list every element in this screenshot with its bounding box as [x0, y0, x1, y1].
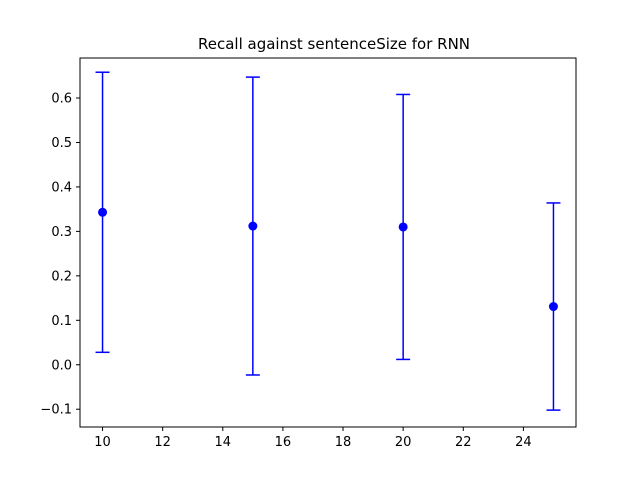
- x-tick-label: 24: [515, 435, 532, 450]
- y-tick-label: 0.0: [51, 358, 72, 373]
- y-tick-label: 0.1: [51, 314, 72, 329]
- x-tick-label: 18: [335, 435, 352, 450]
- x-tick-label: 10: [94, 435, 111, 450]
- x-tick-label: 16: [275, 435, 292, 450]
- chart-title: Recall against sentenceSize for RNN: [198, 35, 470, 53]
- x-tick-label: 14: [215, 435, 232, 450]
- y-tick-label: 0.5: [51, 136, 72, 151]
- y-tick-label: 0.6: [51, 92, 72, 107]
- y-tick-label: 0.3: [51, 225, 72, 240]
- y-tick-label: 0.4: [51, 180, 72, 195]
- data-point: [98, 207, 108, 217]
- data-point: [248, 221, 258, 231]
- x-tick-label: 22: [455, 435, 472, 450]
- x-tick-label: 12: [154, 435, 171, 450]
- axes-frame: [79, 57, 577, 428]
- data-point: [548, 302, 558, 312]
- plot-area: 10 12 14 16 18 20 22 24 −0.1 0.0 0.1 0.2 0.3 0.4 0.5 0.…: [40, 57, 577, 450]
- x-tick-label: 20: [395, 435, 412, 450]
- data-point: [398, 222, 408, 232]
- y-tick-label: −0.1: [40, 403, 72, 418]
- y-tick-label: 0.2: [51, 269, 72, 284]
